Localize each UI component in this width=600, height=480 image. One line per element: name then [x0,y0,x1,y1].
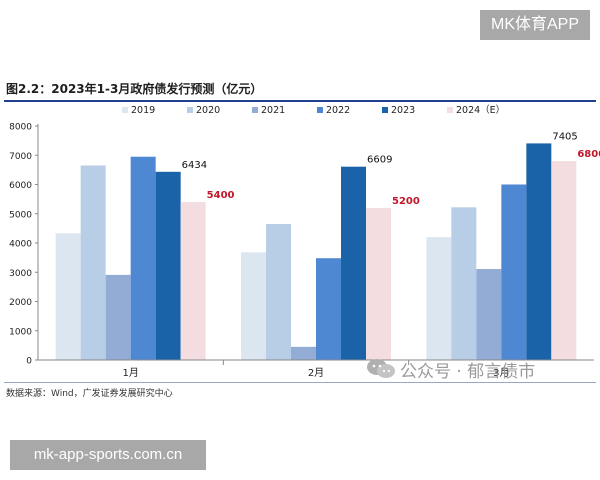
bar [80,165,106,360]
legend-label: 2023 [391,105,415,116]
legend-item: 2023 [382,105,415,116]
legend-item: 2021 [252,105,285,116]
legend-label: 2021 [261,105,285,116]
url-bar[interactable]: mk-app-sports.com.cn [10,440,206,470]
legend-label: 2020 [196,105,220,116]
legend-item: 2024（E） [447,104,505,116]
x-tick-label: 3月 [493,367,509,379]
wechat-icon [367,359,395,378]
legend-item: 2020 [187,105,220,116]
bar [105,274,131,360]
data-label: 6434 [182,160,207,171]
legend-item: 2022 [317,105,350,116]
y-tick-label: 8000 [9,123,32,133]
bar [366,207,391,360]
y-tick-label: 0 [26,357,32,367]
watermark-text: 公众号 · 郁言债市 [400,361,536,382]
y-axis: 0 1000 2000 3000 4000 5000 6000 7000 8000 [9,123,39,367]
legend-label: 2024（E） [456,104,505,116]
data-label: 5200 [392,196,420,207]
y-tick-label: 4000 [9,240,32,250]
x-tick-label: 2月 [308,367,324,379]
bar [341,166,366,360]
data-label: 7405 [552,131,577,142]
bar [501,184,527,360]
x-tick-label: 1月 [122,367,138,379]
legend-swatch [382,107,388,113]
legend-swatch [122,107,128,113]
bar [426,237,452,360]
source-divider [4,382,596,383]
y-tick-label: 7000 [9,152,32,162]
figure-title: 图2.2：2023年1-3月政府债发行预测（亿元） [6,82,263,96]
bar [526,143,552,360]
data-label: 6609 [367,155,392,166]
legend-swatch [252,107,258,113]
legend-item: 2019 [122,105,155,116]
y-tick-label: 6000 [9,181,32,191]
title-divider [4,100,596,102]
source-note: 数据来源：Wind，广发证券发展研究中心 [6,389,173,399]
x-axis: 1月 2月 3月 [38,359,594,379]
bar [291,346,316,360]
bar [316,258,341,360]
data-label: 5400 [207,190,235,201]
y-tick-label: 1000 [9,327,32,337]
bar [551,161,577,360]
bar [155,171,181,360]
bar [476,269,502,360]
watermark: 公众号 · 郁言债市 [366,358,536,382]
bar [180,202,206,360]
legend-swatch [447,107,453,113]
data-labels: 6434 5400 6609 5200 74056800 [182,131,600,206]
bar [130,156,156,360]
legend-label: 2019 [131,105,155,116]
bar [241,252,266,360]
bar [451,207,477,360]
chart-bars [55,143,577,360]
app-badge[interactable]: MK体育APP [480,10,590,40]
data-label: 6800 [577,149,600,160]
legend-swatch [187,107,193,113]
y-tick-label: 2000 [9,298,32,308]
legend-swatch [317,107,323,113]
y-tick-label: 3000 [9,269,32,279]
bar [266,223,291,360]
bar [55,233,81,360]
chart-legend: 2019 2020 2021 2022 2023 2024（E） [122,104,505,116]
y-tick-label: 5000 [9,210,32,220]
legend-label: 2022 [326,105,350,116]
